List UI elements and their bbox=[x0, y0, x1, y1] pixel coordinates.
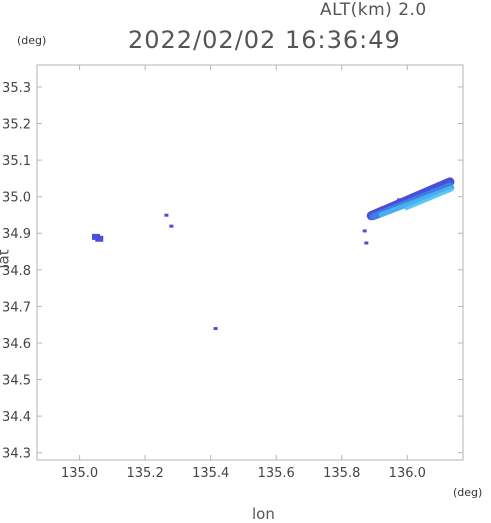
echo-point bbox=[95, 235, 104, 242]
x-tick-label: 135.4 bbox=[192, 466, 229, 481]
y-tick-label: 35.3 bbox=[2, 81, 31, 96]
y-tick-label: 34.8 bbox=[2, 264, 31, 279]
echo-point bbox=[397, 198, 402, 202]
y-tick-label: 34.9 bbox=[2, 227, 31, 242]
y-tick-label: 35.0 bbox=[2, 191, 31, 206]
x-tick-label: 135.8 bbox=[323, 466, 360, 481]
echo-band-core bbox=[378, 185, 455, 218]
y-axis-unit: (deg) bbox=[17, 34, 47, 47]
echo-band-highlight bbox=[404, 188, 454, 211]
y-tick-label: 34.5 bbox=[2, 374, 31, 389]
echo-point bbox=[362, 229, 367, 233]
y-tick-label: 34.4 bbox=[2, 410, 31, 425]
y-tick-label: 34.7 bbox=[2, 300, 31, 315]
x-tick-label: 135.6 bbox=[258, 466, 295, 481]
altitude-label: ALT(km) 2.0 bbox=[320, 0, 427, 20]
y-tick-label: 35.2 bbox=[2, 118, 31, 133]
y-tick-label: 35.1 bbox=[2, 154, 31, 169]
x-tick-label: 135.0 bbox=[61, 466, 98, 481]
plot-frame bbox=[36, 64, 464, 461]
echo-point bbox=[213, 327, 218, 331]
x-axis-unit: (deg) bbox=[453, 486, 483, 499]
echo-point bbox=[364, 241, 369, 245]
y-tick-label: 34.3 bbox=[2, 447, 31, 462]
echo-point bbox=[169, 224, 174, 228]
x-tick-label: 136.0 bbox=[389, 466, 426, 481]
x-tick-label: 135.2 bbox=[127, 466, 164, 481]
x-axis-label: lon bbox=[252, 505, 275, 523]
echo-point bbox=[164, 213, 169, 217]
y-tick-label: 34.6 bbox=[2, 337, 31, 352]
chart-timestamp: 2022/02/02 16:36:49 bbox=[128, 26, 401, 54]
